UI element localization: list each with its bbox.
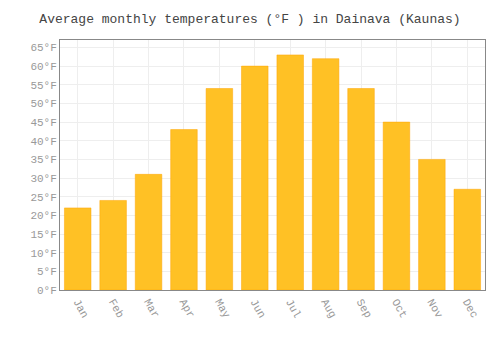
svg-text:Jul: Jul xyxy=(283,297,303,320)
svg-text:20°F: 20°F xyxy=(30,210,56,222)
svg-text:Nov: Nov xyxy=(425,297,445,320)
svg-text:40°F: 40°F xyxy=(30,136,56,148)
svg-text:5°F: 5°F xyxy=(37,266,57,278)
svg-text:0°F: 0°F xyxy=(37,285,57,297)
svg-text:35°F: 35°F xyxy=(30,154,56,166)
svg-text:Feb: Feb xyxy=(106,297,126,320)
svg-text:25°F: 25°F xyxy=(30,192,56,204)
svg-text:Jun: Jun xyxy=(247,297,267,320)
svg-text:15°F: 15°F xyxy=(30,229,56,241)
svg-text:Mar: Mar xyxy=(141,297,161,320)
svg-text:Dec: Dec xyxy=(460,297,480,320)
svg-text:50°F: 50°F xyxy=(30,98,56,110)
svg-text:45°F: 45°F xyxy=(30,117,56,129)
svg-text:10°F: 10°F xyxy=(30,248,56,260)
svg-text:Aug: Aug xyxy=(318,297,338,320)
svg-text:55°F: 55°F xyxy=(30,80,56,92)
svg-text:60°F: 60°F xyxy=(30,61,56,73)
svg-text:Oct: Oct xyxy=(389,297,409,320)
svg-text:Sep: Sep xyxy=(354,297,374,320)
svg-text:Jan: Jan xyxy=(70,297,90,320)
svg-text:Apr: Apr xyxy=(177,297,197,320)
svg-text:65°F: 65°F xyxy=(30,42,56,54)
svg-text:May: May xyxy=(212,297,232,320)
svg-text:30°F: 30°F xyxy=(30,173,56,185)
svg-text:Average monthly temperatures (: Average monthly temperatures (°F ) in Da… xyxy=(39,12,460,27)
